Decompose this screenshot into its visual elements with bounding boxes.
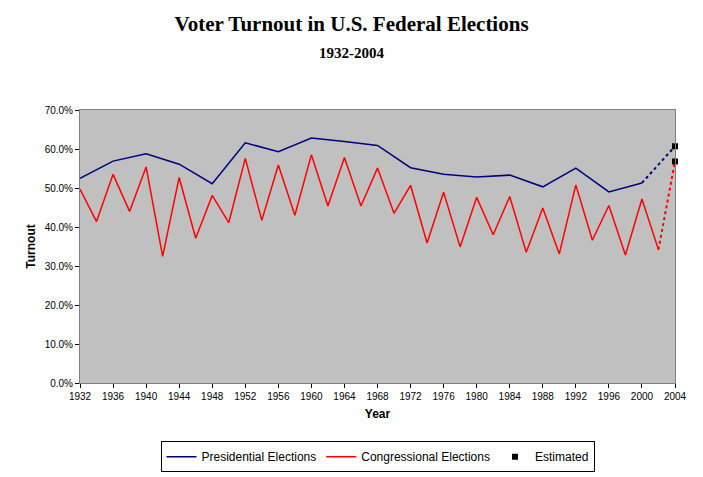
svg-text:1968: 1968 [366,391,389,402]
svg-text:40.0%: 40.0% [45,222,73,233]
svg-text:10.0%: 10.0% [45,339,73,350]
svg-text:1956: 1956 [267,391,290,402]
svg-text:1996: 1996 [598,391,621,402]
svg-text:1988: 1988 [532,391,555,402]
svg-text:Turnout: Turnout [24,224,38,268]
svg-text:20.0%: 20.0% [45,300,73,311]
svg-text:2000: 2000 [631,391,654,402]
svg-text:30.0%: 30.0% [45,261,73,272]
svg-text:Voter Turnout in U.S. Federal: Voter Turnout in U.S. Federal Elections1… [174,12,528,61]
svg-text:1948: 1948 [201,391,224,402]
svg-text:1980: 1980 [466,391,489,402]
svg-text:1932: 1932 [69,391,92,402]
svg-text:1952: 1952 [234,391,257,402]
svg-text:1964: 1964 [333,391,356,402]
svg-text:2004: 2004 [664,391,687,402]
svg-text:Congressional Elections: Congressional Elections [361,450,490,464]
svg-text:Year: Year [365,407,391,421]
svg-text:0.0%: 0.0% [50,378,73,389]
svg-text:Estimated: Estimated [535,450,588,464]
svg-text:1976: 1976 [432,391,455,402]
svg-text:1992: 1992 [565,391,588,402]
svg-text:1936: 1936 [102,391,125,402]
svg-text:50.0%: 50.0% [45,183,73,194]
svg-text:60.0%: 60.0% [45,144,73,155]
svg-text:1972: 1972 [399,391,422,402]
svg-text:1984: 1984 [499,391,522,402]
svg-text:Presidential Elections: Presidential Elections [202,450,317,464]
svg-text:1940: 1940 [135,391,158,402]
svg-text:1944: 1944 [168,391,191,402]
svg-text:70.0%: 70.0% [45,105,73,116]
svg-text:1960: 1960 [300,391,323,402]
